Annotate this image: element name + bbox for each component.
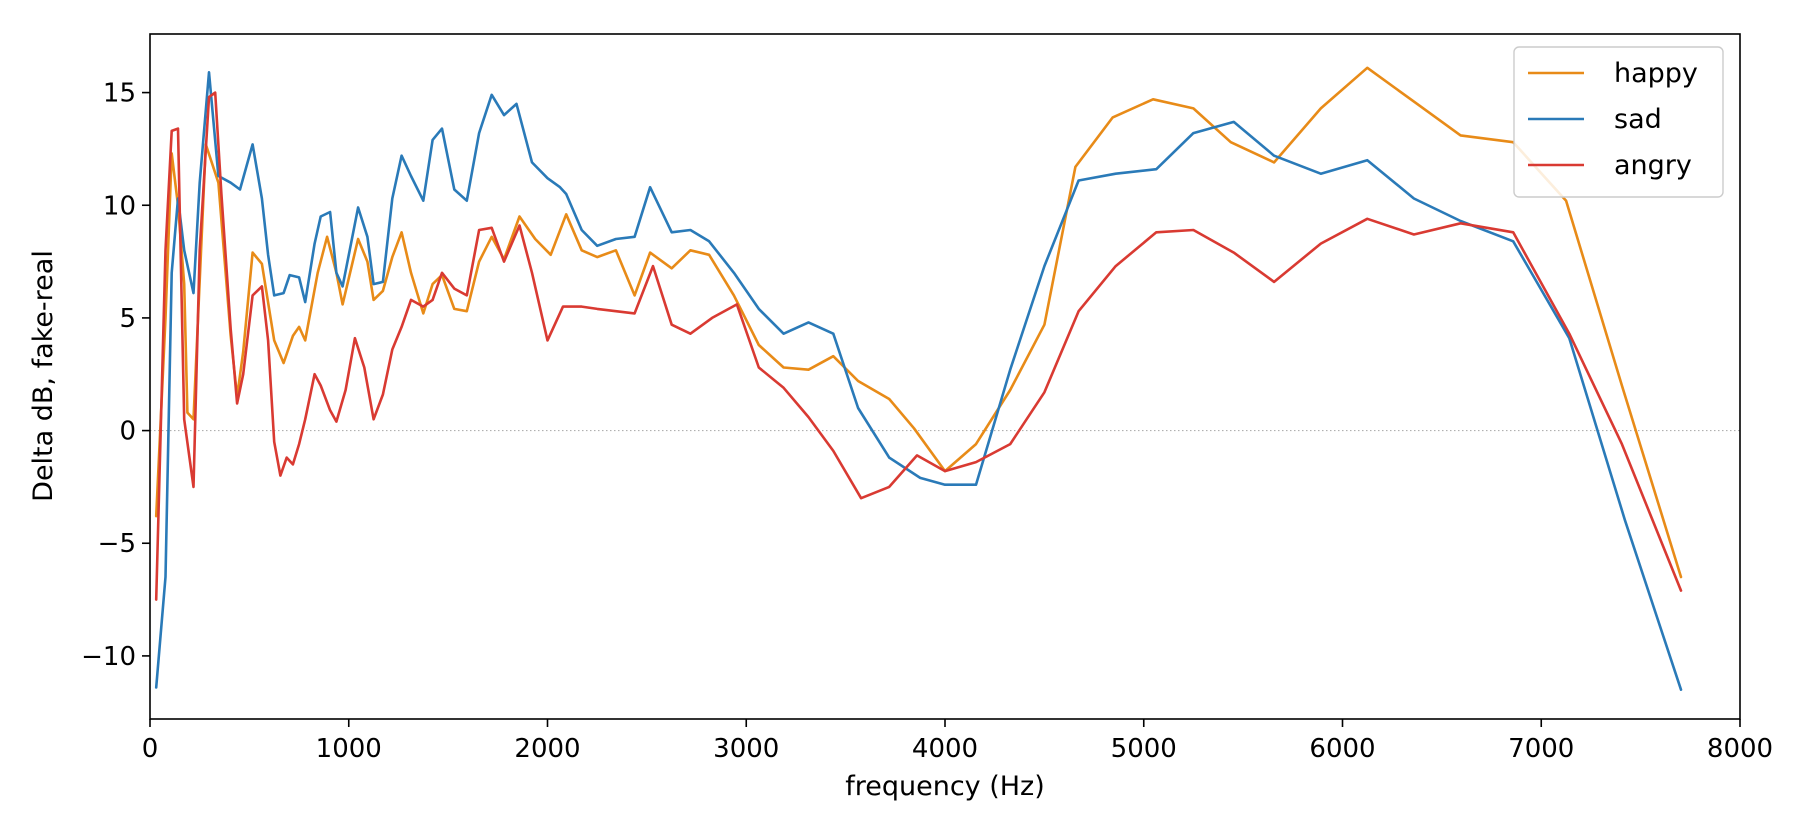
series-line-angry xyxy=(154,91,1683,601)
legend-label-happy: happy xyxy=(1614,58,1698,89)
y-tick-label: 10 xyxy=(103,191,136,221)
y-tick-label: −5 xyxy=(98,529,136,559)
x-tick-label: 1000 xyxy=(316,734,382,764)
x-tick-label: 5000 xyxy=(1111,734,1177,764)
series-line-happy xyxy=(154,66,1683,579)
x-tick-label: 4000 xyxy=(912,734,978,764)
y-tick-label: 0 xyxy=(119,417,136,447)
y-tick-label: 5 xyxy=(119,304,136,334)
series-lines-layer xyxy=(154,66,1683,691)
x-axis-ticks: 0 1000 2000 3000 4000 5000 6000 7000 8000 xyxy=(142,719,1773,764)
x-axis-title: frequency (Hz) xyxy=(845,771,1045,802)
x-tick-label: 3000 xyxy=(713,734,779,764)
y-axis-title: Delta dB, fake-real xyxy=(28,250,59,502)
legend-label-sad: sad xyxy=(1614,104,1662,135)
x-tick-label: 8000 xyxy=(1707,734,1773,764)
x-tick-label: 0 xyxy=(142,734,159,764)
series-line-sad xyxy=(154,71,1683,691)
legend-items: happy sad angry xyxy=(1528,58,1698,181)
x-tick-label: 2000 xyxy=(514,734,580,764)
legend: happy sad angry xyxy=(1513,46,1724,198)
legend-label-angry: angry xyxy=(1614,150,1692,181)
y-tick-label: −10 xyxy=(81,642,136,672)
x-tick-label: 7000 xyxy=(1508,734,1574,764)
legend-box xyxy=(1513,46,1724,198)
x-tick-label: 6000 xyxy=(1309,734,1375,764)
y-axis-ticks: −10 −5 0 5 10 15 xyxy=(81,79,150,672)
y-tick-label: 15 xyxy=(103,79,136,109)
